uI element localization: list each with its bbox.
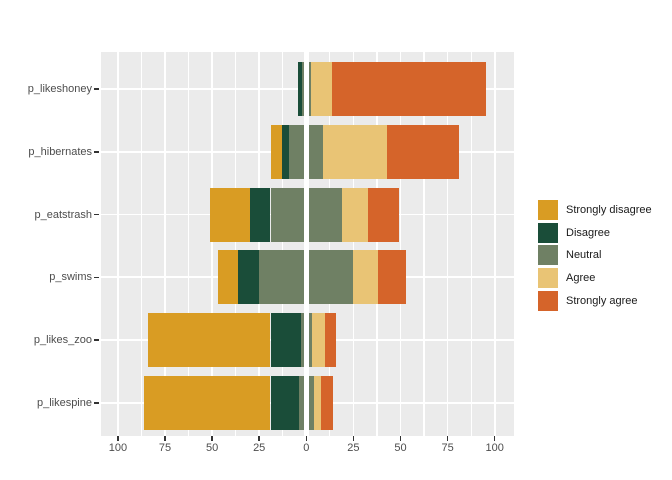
x-axis-tick bbox=[211, 436, 213, 441]
x-axis-tick bbox=[164, 436, 166, 441]
legend-item: Strongly disagree bbox=[538, 200, 652, 220]
grid-minor-vline bbox=[376, 52, 378, 436]
bar-segment bbox=[353, 250, 378, 305]
y-axis-tick bbox=[94, 213, 99, 216]
legend-item: Strongly agree bbox=[538, 290, 652, 311]
y-axis-tick bbox=[94, 151, 99, 153]
bar-segment bbox=[148, 313, 271, 368]
plot-panel bbox=[101, 52, 514, 436]
bar-segment bbox=[210, 187, 250, 242]
bar-segment bbox=[387, 124, 459, 179]
zero-gap-band bbox=[304, 52, 310, 436]
x-axis-tick bbox=[446, 436, 449, 441]
grid-minor-vline bbox=[423, 52, 425, 436]
bar-segment bbox=[311, 62, 332, 117]
x-axis-tick-label: 25 bbox=[253, 442, 266, 454]
grid-minor-vline bbox=[140, 52, 143, 436]
bar-segment bbox=[297, 62, 302, 117]
y-axis-label: p_eatstrash bbox=[34, 208, 92, 221]
bar-segment bbox=[249, 187, 271, 242]
x-axis-tick-label: 75 bbox=[441, 442, 454, 454]
legend-item: Disagree bbox=[538, 222, 652, 243]
x-axis-tick-label: 75 bbox=[158, 442, 172, 454]
x-axis-tick-label: 50 bbox=[394, 442, 407, 454]
y-axis-label: p_likeshoney bbox=[27, 83, 92, 96]
x-axis-tick bbox=[117, 436, 119, 441]
grid-major-vline bbox=[493, 52, 496, 436]
y-axis-label: p_swims bbox=[49, 271, 92, 284]
x-axis-tick-label: 0 bbox=[303, 442, 310, 454]
bar-segment bbox=[323, 124, 388, 179]
legend-key-swatch bbox=[538, 245, 558, 266]
x-axis-tick bbox=[305, 436, 308, 441]
legend: Strongly disagree Disagree Neutral Agree Str… bbox=[538, 200, 652, 311]
legend-key-swatch bbox=[538, 222, 558, 243]
x-axis-tick bbox=[493, 436, 496, 441]
bar-segment bbox=[331, 62, 487, 117]
legend-key-swatch bbox=[538, 200, 558, 220]
grid-major-vline bbox=[164, 52, 166, 436]
bar-segment bbox=[342, 187, 369, 242]
x-axis-tick-label: 25 bbox=[347, 442, 360, 454]
bar-segment bbox=[321, 375, 333, 430]
y-axis-tick bbox=[94, 276, 99, 279]
legend-item-label: Agree bbox=[566, 272, 596, 285]
bar-segment bbox=[270, 375, 299, 430]
bar-segment bbox=[313, 375, 322, 430]
bar-segment bbox=[238, 250, 260, 305]
bar-segment bbox=[311, 313, 326, 368]
y-axis-label: p_hibernates bbox=[28, 145, 92, 158]
grid-major-vline bbox=[211, 52, 213, 436]
y-axis-tick bbox=[94, 402, 99, 404]
bar-segment bbox=[217, 250, 239, 305]
grid-major-vline bbox=[446, 52, 449, 436]
legend-key-swatch bbox=[538, 290, 558, 311]
x-axis-tick-label: 100 bbox=[485, 442, 504, 454]
grid-major-vline bbox=[399, 52, 402, 436]
grid-major-vline bbox=[117, 52, 119, 436]
x-axis-tick-label: 100 bbox=[108, 442, 128, 454]
grid-minor-vline bbox=[187, 52, 190, 436]
bar-segment bbox=[270, 124, 282, 179]
x-axis-tick-label: 50 bbox=[205, 442, 219, 454]
grid-major-vline bbox=[352, 52, 355, 436]
grid-major-vline bbox=[258, 52, 261, 436]
legend-item-label: Neutral bbox=[566, 249, 602, 262]
legend-item-label: Strongly disagree bbox=[566, 204, 652, 216]
x-axis-tick bbox=[399, 436, 402, 441]
grid-minor-vline bbox=[470, 52, 472, 436]
legend-key-swatch bbox=[538, 268, 558, 289]
grid-minor-vline bbox=[235, 52, 237, 436]
x-axis-tick bbox=[352, 436, 355, 441]
bar-segment bbox=[377, 250, 407, 305]
legend-item: Neutral bbox=[538, 245, 652, 266]
y-axis-tick bbox=[94, 88, 99, 90]
bar-segment bbox=[281, 124, 290, 179]
legend-item-label: Strongly agree bbox=[566, 294, 638, 307]
legend-item: Agree bbox=[538, 268, 652, 289]
y-axis-label: p_likes_zoo bbox=[33, 334, 92, 347]
y-axis-label: p_likespine bbox=[36, 396, 92, 409]
y-axis-tick bbox=[94, 339, 99, 341]
grid-minor-vline bbox=[282, 52, 284, 436]
bar-segment bbox=[144, 375, 271, 430]
bar-segment bbox=[325, 313, 337, 368]
bar-segment bbox=[270, 313, 301, 368]
bar-segment bbox=[368, 187, 399, 242]
x-axis-tick bbox=[258, 436, 260, 441]
legend-item-label: Disagree bbox=[566, 226, 611, 239]
grid-minor-vline bbox=[329, 52, 331, 436]
